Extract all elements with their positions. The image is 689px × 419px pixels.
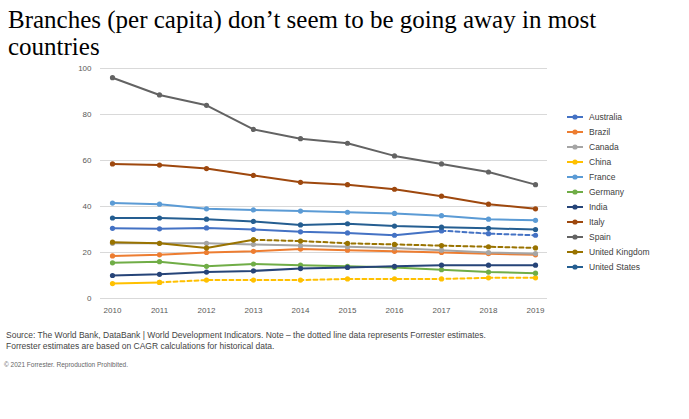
svg-text:60: 60: [83, 156, 92, 165]
svg-text:2010: 2010: [104, 306, 122, 315]
svg-text:80: 80: [83, 110, 92, 119]
html-text:Forrester estimates are based: Forrester estimates are based on CAGR ca…: [6, 340, 275, 351]
html-text:Italy: Italy: [589, 217, 605, 227]
html-text:Branches (per capita) don’t se: Branches (per capita) don’t seem to be g…: [8, 6, 597, 60]
svg-text:2014: 2014: [292, 306, 310, 315]
svg-text:2013: 2013: [245, 306, 263, 315]
svg-text:40: 40: [83, 202, 92, 211]
svg-text:2012: 2012: [198, 306, 216, 315]
svg-text:0: 0: [87, 294, 92, 303]
html-text:India: India: [589, 202, 608, 212]
html-text:Source: The World Bank, DataBa: Source: The World Bank, DataBank | World…: [6, 330, 486, 340]
html-text:China: China: [589, 157, 612, 167]
svg-text:20: 20: [83, 248, 92, 257]
html-text:Canada: Canada: [589, 142, 619, 152]
svg-text:2016: 2016: [386, 306, 404, 315]
html-text:Spain: Spain: [589, 232, 611, 242]
html-text:United Kingdom: United Kingdom: [589, 247, 650, 257]
html-text:United States: United States: [589, 262, 640, 272]
svg-text:100: 100: [78, 64, 92, 73]
svg-text:2011: 2011: [151, 306, 169, 315]
svg-text:2017: 2017: [433, 306, 451, 315]
svg-text:2019: 2019: [527, 306, 545, 315]
html-text:Brazil: Brazil: [589, 127, 611, 137]
html-text:Germany: Germany: [589, 187, 624, 197]
svg-text:2018: 2018: [480, 306, 498, 315]
svg-text:2015: 2015: [339, 306, 357, 315]
html-text:© 2021 Forrester. Reproduction: © 2021 Forrester. Reproduction Prohibite…: [4, 361, 128, 368]
html-text:Australia: Australia: [589, 112, 623, 122]
html-text:France: France: [589, 172, 616, 182]
